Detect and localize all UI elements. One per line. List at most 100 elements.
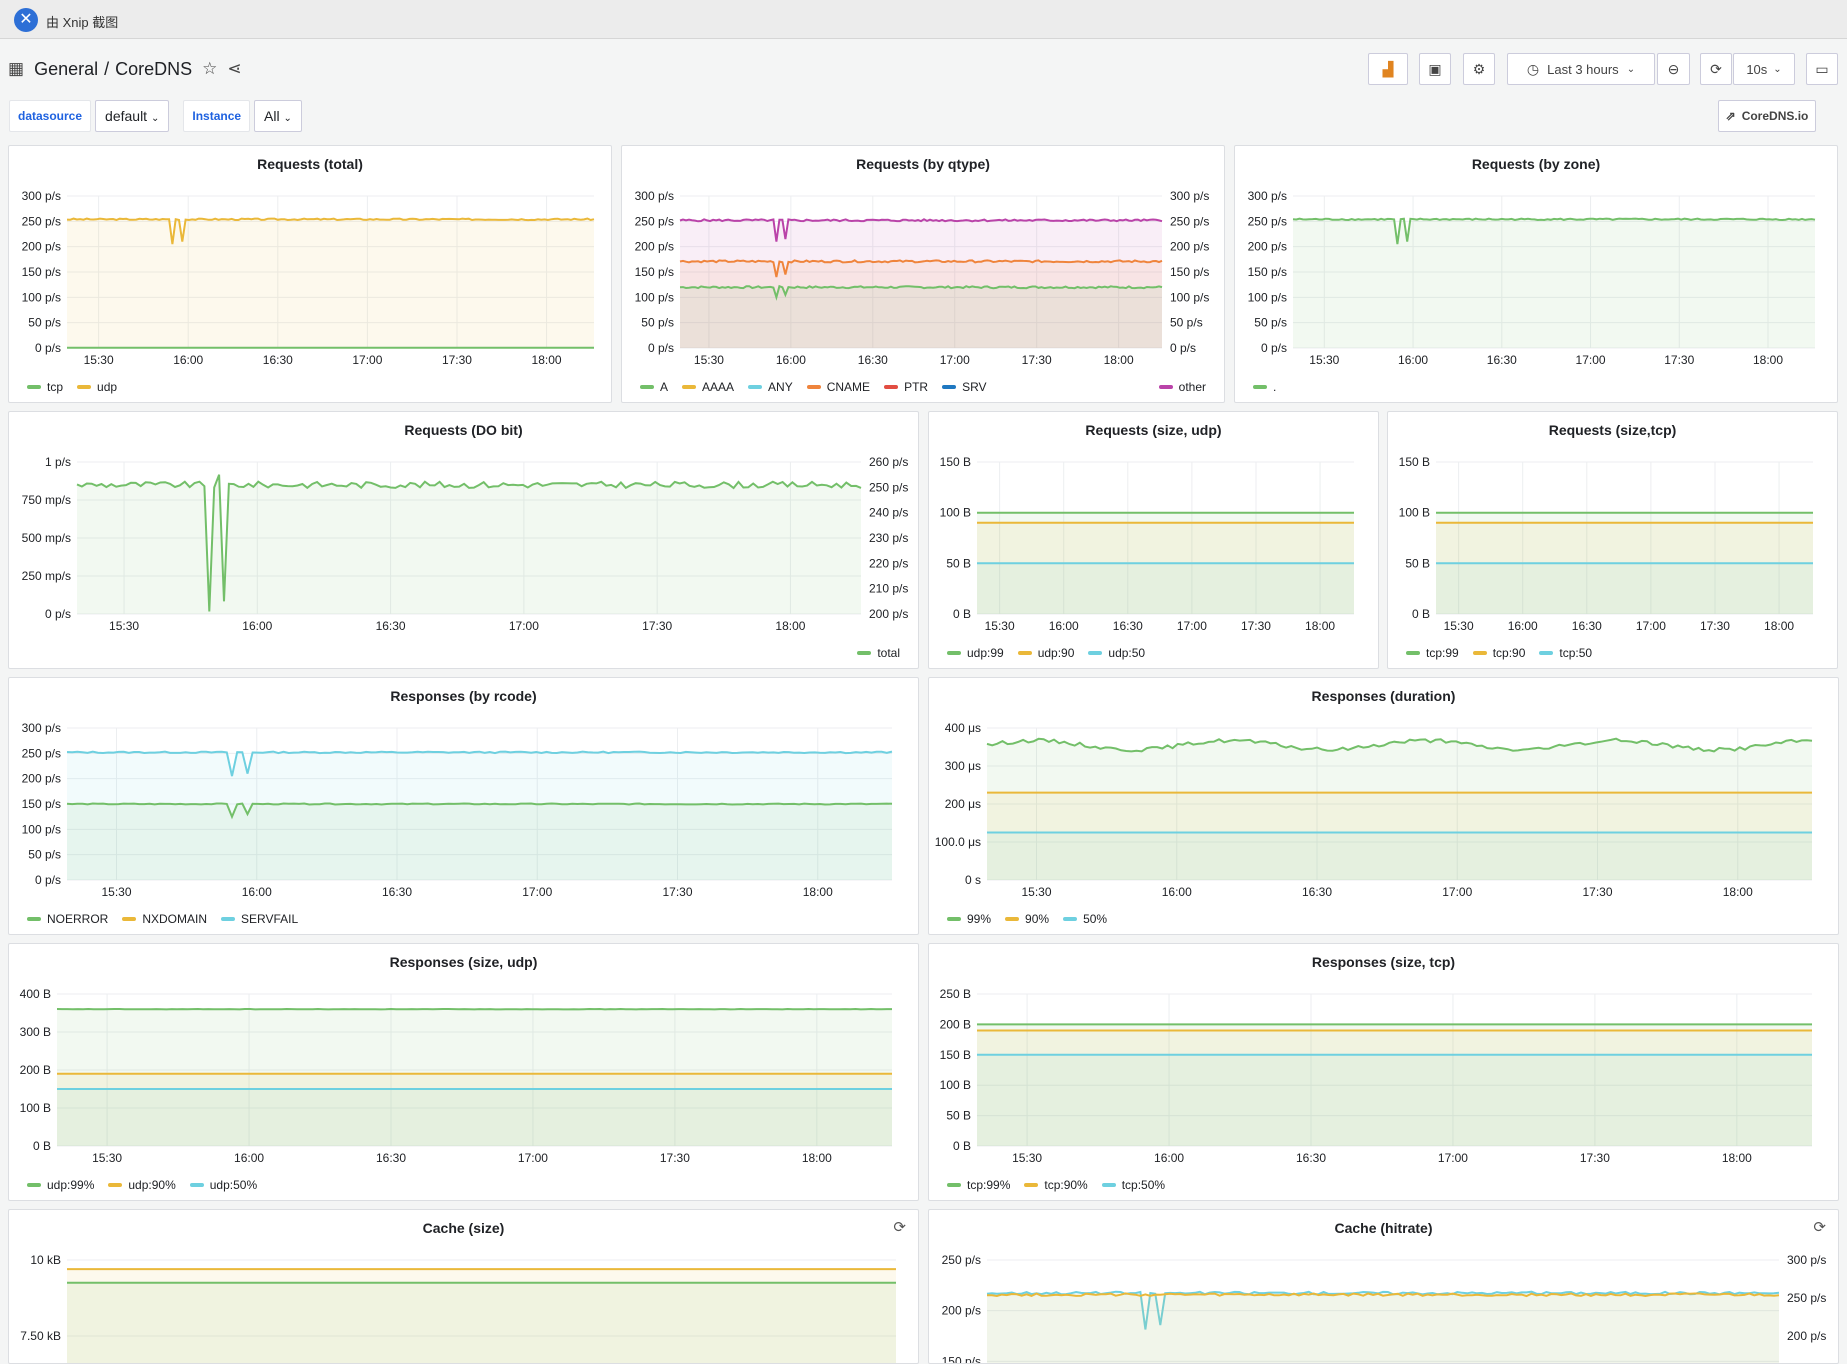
legend-item[interactable]: 90% [1005, 912, 1049, 926]
series-area [987, 738, 1812, 880]
graph-plot[interactable]: 150 B 100 B 50 B 0 B 15:30 16:00 16:30 17:00 17:… [1388, 412, 1838, 669]
graph-plot[interactable]: 300 p/s 250 p/s 200 p/s 150 p/s 100 p/s 50 p/… [622, 146, 1225, 403]
graph-plot[interactable]: 150 B 100 B 50 B 0 B 15:30 16:00 16:30 17:00 17:… [929, 412, 1379, 669]
legend-item[interactable]: 99% [947, 912, 991, 926]
panel-title[interactable]: Requests (DO bit) [404, 422, 523, 438]
panel-title[interactable]: Requests (total) [257, 156, 363, 172]
graph-plot[interactable]: 400 B 300 B 200 B 100 B 0 B 15:30 16:00 16:30 17… [9, 944, 919, 1201]
legend-item[interactable]: PTR [884, 380, 928, 394]
legend-item[interactable]: . [1253, 380, 1276, 394]
save-dashboard-button[interactable]: ▣ [1419, 53, 1451, 85]
x-tick-label: 18:00 [1305, 619, 1335, 633]
y-tick-label: 300 μs [945, 759, 981, 773]
legend-label: tcp:90% [1044, 1178, 1088, 1192]
refresh-button[interactable]: ⟳ [1700, 53, 1732, 85]
panel-title[interactable]: Responses (size, udp) [389, 954, 538, 970]
legend-item[interactable]: udp:50 [1088, 646, 1145, 660]
legend-swatch [942, 385, 957, 389]
panel-title[interactable]: Responses (size, tcp) [1311, 954, 1456, 970]
panel[interactable]: Responses (size, udp) 400 B 300 B 200 B 100 … [8, 943, 919, 1201]
x-tick-label: 18:00 [1764, 619, 1794, 633]
panel-title[interactable]: Responses (by rcode) [390, 688, 537, 704]
graph-plot[interactable]: 400 μs 300 μs 200 μs 100.0 μs 0 s 15:30 16:00 1… [929, 678, 1839, 935]
legend-right: total [857, 646, 900, 660]
dashboard-title[interactable]: CoreDNS [115, 58, 193, 79]
legend-label: SRV [962, 380, 987, 394]
time-range-picker[interactable]: ◷ Last 3 hours ⌄ [1507, 53, 1655, 85]
panel-title[interactable]: Responses (duration) [1311, 688, 1456, 704]
legend-item[interactable]: tcp:99% [947, 1178, 1010, 1192]
legend-item[interactable]: SERVFAIL [221, 912, 298, 926]
y-tick-label: 0 B [953, 607, 971, 621]
legend-item[interactable]: other [1158, 380, 1206, 394]
legend-label: . [1273, 380, 1277, 394]
panel[interactable]: Requests (total) 300 p/s 250 p/s 200 p/s 150… [8, 145, 612, 403]
panel[interactable]: Responses (duration) 400 μs 300 μs 200 μs 10… [928, 677, 1839, 935]
panel[interactable]: Requests (by qtype) 300 p/s 250 p/s 200 p/s… [621, 145, 1225, 403]
tv-mode-button[interactable]: ▭ [1806, 53, 1838, 85]
star-icon[interactable]: ☆ [202, 59, 218, 78]
graph-plot[interactable]: 1 p/s 750 mp/s 500 mp/s 250 mp/s 0 p/s 260 p/… [9, 412, 919, 669]
graph-plot[interactable]: 300 p/s 250 p/s 200 p/s 150 p/s 100 p/s 50 p/… [1235, 146, 1838, 403]
instance-select[interactable]: All ⌄ [254, 100, 302, 132]
panel[interactable]: Requests (by zone) 300 p/s 250 p/s 200 p/s 1… [1234, 145, 1838, 403]
x-tick-label: 18:00 [802, 1151, 832, 1165]
chevron-down-icon: ⌄ [1626, 63, 1636, 75]
refresh-interval-picker[interactable]: 10s ⌄ [1733, 53, 1795, 85]
panel[interactable]: Responses (by rcode) 300 p/s 250 p/s 200 p/… [8, 677, 919, 935]
legend-item[interactable]: tcp:99 [1406, 646, 1459, 660]
panel[interactable]: Responses (size, tcp) 250 B 200 B 150 B 100 … [928, 943, 1839, 1201]
panel-title[interactable]: Cache (size) [422, 1220, 505, 1236]
legend-item[interactable]: A [640, 380, 668, 394]
graph-plot[interactable]: 250 B 200 B 150 B 100 B 50 B 0 B 15:30 16:00 16:… [929, 944, 1839, 1201]
dashboard-settings-button[interactable]: ⚙ [1463, 53, 1495, 85]
panel[interactable]: Requests (size, udp) 150 B 100 B 50 B 0 B 15:… [928, 411, 1379, 669]
panel[interactable]: Requests (DO bit) 1 p/s 750 mp/s 500 mp/s 25… [8, 411, 919, 669]
legend-item[interactable]: udp:90% [108, 1178, 176, 1192]
legend-item[interactable]: udp:99 [947, 646, 1004, 660]
legend-item[interactable]: NXDOMAIN [122, 912, 207, 926]
coredns-link-button[interactable]: ⇗ CoreDNS.io [1718, 100, 1816, 132]
panel-title[interactable]: Requests (by zone) [1471, 156, 1601, 172]
legend-item[interactable]: CNAME [806, 380, 870, 394]
x-tick-label: 16:30 [1302, 885, 1332, 899]
chevron-down-icon: ⌄ [283, 113, 292, 124]
legend-item[interactable]: tcp [27, 380, 63, 394]
dashboards-grid-icon[interactable]: ▦ [8, 59, 25, 78]
panel[interactable]: Cache (size) ⟳10 kB7.50 kB5 kB [8, 1209, 919, 1364]
legend-item[interactable]: ANY [748, 380, 793, 394]
legend-item[interactable]: udp:99% [27, 1178, 94, 1192]
legend-item[interactable]: SRV [942, 380, 987, 394]
legend: . [1253, 380, 1276, 394]
graph-plot[interactable]: 300 p/s 250 p/s 200 p/s 150 p/s 100 p/s 50 p/… [9, 146, 612, 403]
refresh-icon[interactable]: ⟳ [893, 1219, 906, 1236]
legend-item[interactable]: tcp:90 [1472, 646, 1525, 660]
legend-item[interactable]: AAAA [682, 380, 734, 394]
legend-item[interactable]: total [857, 646, 900, 660]
panel[interactable]: Requests (size,tcp) 150 B 100 B 50 B 0 B 15:3… [1387, 411, 1838, 669]
graph-plot[interactable]: 10 kB7.50 kB5 kB [9, 1210, 919, 1364]
legend-item[interactable]: 50% [1063, 912, 1107, 926]
panel-title[interactable]: Requests (by qtype) [856, 156, 990, 172]
share-icon[interactable]: ⋖ [227, 59, 242, 78]
datasource-select[interactable]: default ⌄ [95, 100, 170, 132]
legend-item[interactable]: tcp:50% [1101, 1178, 1165, 1192]
legend-item[interactable]: tcp:50 [1539, 646, 1592, 660]
panel-title[interactable]: Requests (size, udp) [1085, 422, 1222, 438]
legend-item[interactable]: udp:90 [1017, 646, 1074, 660]
x-tick-label: 17:30 [442, 353, 472, 367]
legend-item[interactable]: NOERROR [27, 912, 108, 926]
breadcrumb-folder[interactable]: General [34, 58, 99, 79]
y-tick-label: 0 B [1412, 607, 1430, 621]
legend-item[interactable]: udp:50% [189, 1178, 257, 1192]
panel-title[interactable]: Requests (size,tcp) [1548, 422, 1677, 438]
legend-item[interactable]: tcp:90% [1024, 1178, 1088, 1192]
legend-item[interactable]: udp [77, 380, 117, 394]
add-panel-button[interactable]: ▟ [1368, 53, 1408, 85]
zoom-out-button[interactable]: ⊖ [1657, 53, 1690, 85]
refresh-icon[interactable]: ⟳ [1813, 1219, 1826, 1236]
panel-title[interactable]: Cache (hitrate) [1334, 1220, 1433, 1236]
graph-plot[interactable]: 300 p/s 250 p/s 200 p/s 150 p/s 100 p/s 50 p/… [9, 678, 919, 935]
